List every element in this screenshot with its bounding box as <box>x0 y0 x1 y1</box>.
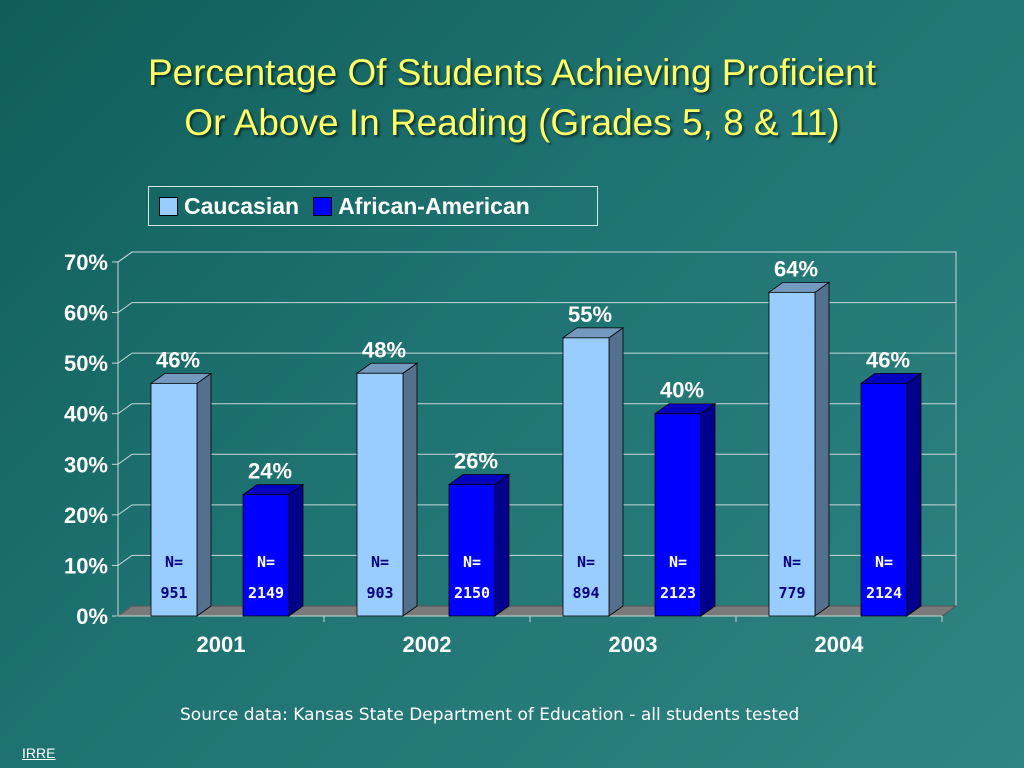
data-label: 40% <box>660 378 704 403</box>
y-tick-label: 60% <box>64 301 108 326</box>
y-tick-label: 50% <box>64 351 108 376</box>
gridline-diag <box>117 453 133 465</box>
legend-label-african-american: African-American <box>338 192 530 219</box>
bar <box>356 372 404 617</box>
y-tick-label: 30% <box>64 452 108 477</box>
bar <box>242 494 290 617</box>
gridline-diag <box>117 504 133 516</box>
n-label-prefix: N= <box>463 553 481 571</box>
footer-label: IRRE <box>22 745 56 761</box>
chart-title: Percentage Of Students Achieving Profici… <box>0 48 1024 148</box>
data-label: 48% <box>362 337 406 362</box>
title-line-1: Percentage Of Students Achieving Profici… <box>147 52 877 93</box>
gridline-diag <box>117 403 133 415</box>
n-label-prefix: N= <box>669 553 687 571</box>
y-tick-label: 0% <box>76 604 108 629</box>
x-tick-label: 2002 <box>403 632 452 657</box>
y-tick-label: 70% <box>64 250 108 275</box>
bar <box>448 484 496 617</box>
bar-side <box>494 473 510 617</box>
bar-side <box>608 327 624 617</box>
data-label: 55% <box>568 302 612 327</box>
data-label: 46% <box>866 347 910 372</box>
n-label-value: 2150 <box>454 584 490 602</box>
y-tick-label: 40% <box>64 402 108 427</box>
bar-side <box>288 483 304 617</box>
bar-side <box>402 362 418 617</box>
gridline-diag <box>117 251 133 263</box>
bar-side <box>814 281 830 617</box>
data-label: 24% <box>248 459 292 484</box>
data-label: 64% <box>774 256 818 281</box>
n-label-value: 2124 <box>866 584 902 602</box>
n-label-value: 903 <box>366 584 393 602</box>
n-label-value: 2123 <box>660 584 696 602</box>
n-label-prefix: N= <box>257 553 275 571</box>
data-label: 46% <box>156 347 200 372</box>
n-label-value: 894 <box>572 584 599 602</box>
legend-item-caucasian: Caucasian <box>159 193 299 220</box>
data-label: 26% <box>454 449 498 474</box>
n-label-prefix: N= <box>875 553 893 571</box>
bar <box>860 382 908 617</box>
n-label-prefix: N= <box>783 553 801 571</box>
title-line-2: Or Above In Reading (Grades 5, 8 & 11) <box>184 102 840 143</box>
n-label-prefix: N= <box>577 553 595 571</box>
x-tick-label: 2004 <box>815 632 865 657</box>
bar-side <box>906 372 922 617</box>
gridline-diag <box>117 352 133 364</box>
bar <box>768 291 816 617</box>
n-label-prefix: N= <box>371 553 389 571</box>
n-label-value: 779 <box>778 584 805 602</box>
y-tick-label: 20% <box>64 503 108 528</box>
source-note: Source data: Kansas State Department of … <box>180 705 800 725</box>
legend-item-african-american: African-American <box>313 193 530 220</box>
gridline-diag <box>117 555 133 566</box>
n-label-value: 2149 <box>248 584 284 602</box>
gridline-diag <box>117 302 133 313</box>
x-tick-label: 2001 <box>197 632 246 657</box>
bar <box>654 413 702 617</box>
y-tick-label: 10% <box>64 553 108 578</box>
legend-swatch-african-american <box>313 196 333 216</box>
bar <box>562 337 610 617</box>
n-label-value: 951 <box>160 584 187 602</box>
x-tick-label: 2003 <box>609 632 658 657</box>
legend: Caucasian African-American <box>148 186 598 226</box>
legend-swatch-caucasian <box>159 196 178 216</box>
legend-label-caucasian: Caucasian <box>184 192 300 219</box>
bar <box>150 382 198 617</box>
n-label-prefix: N= <box>165 553 183 571</box>
bar-side <box>700 402 716 617</box>
bar-side <box>196 372 212 617</box>
